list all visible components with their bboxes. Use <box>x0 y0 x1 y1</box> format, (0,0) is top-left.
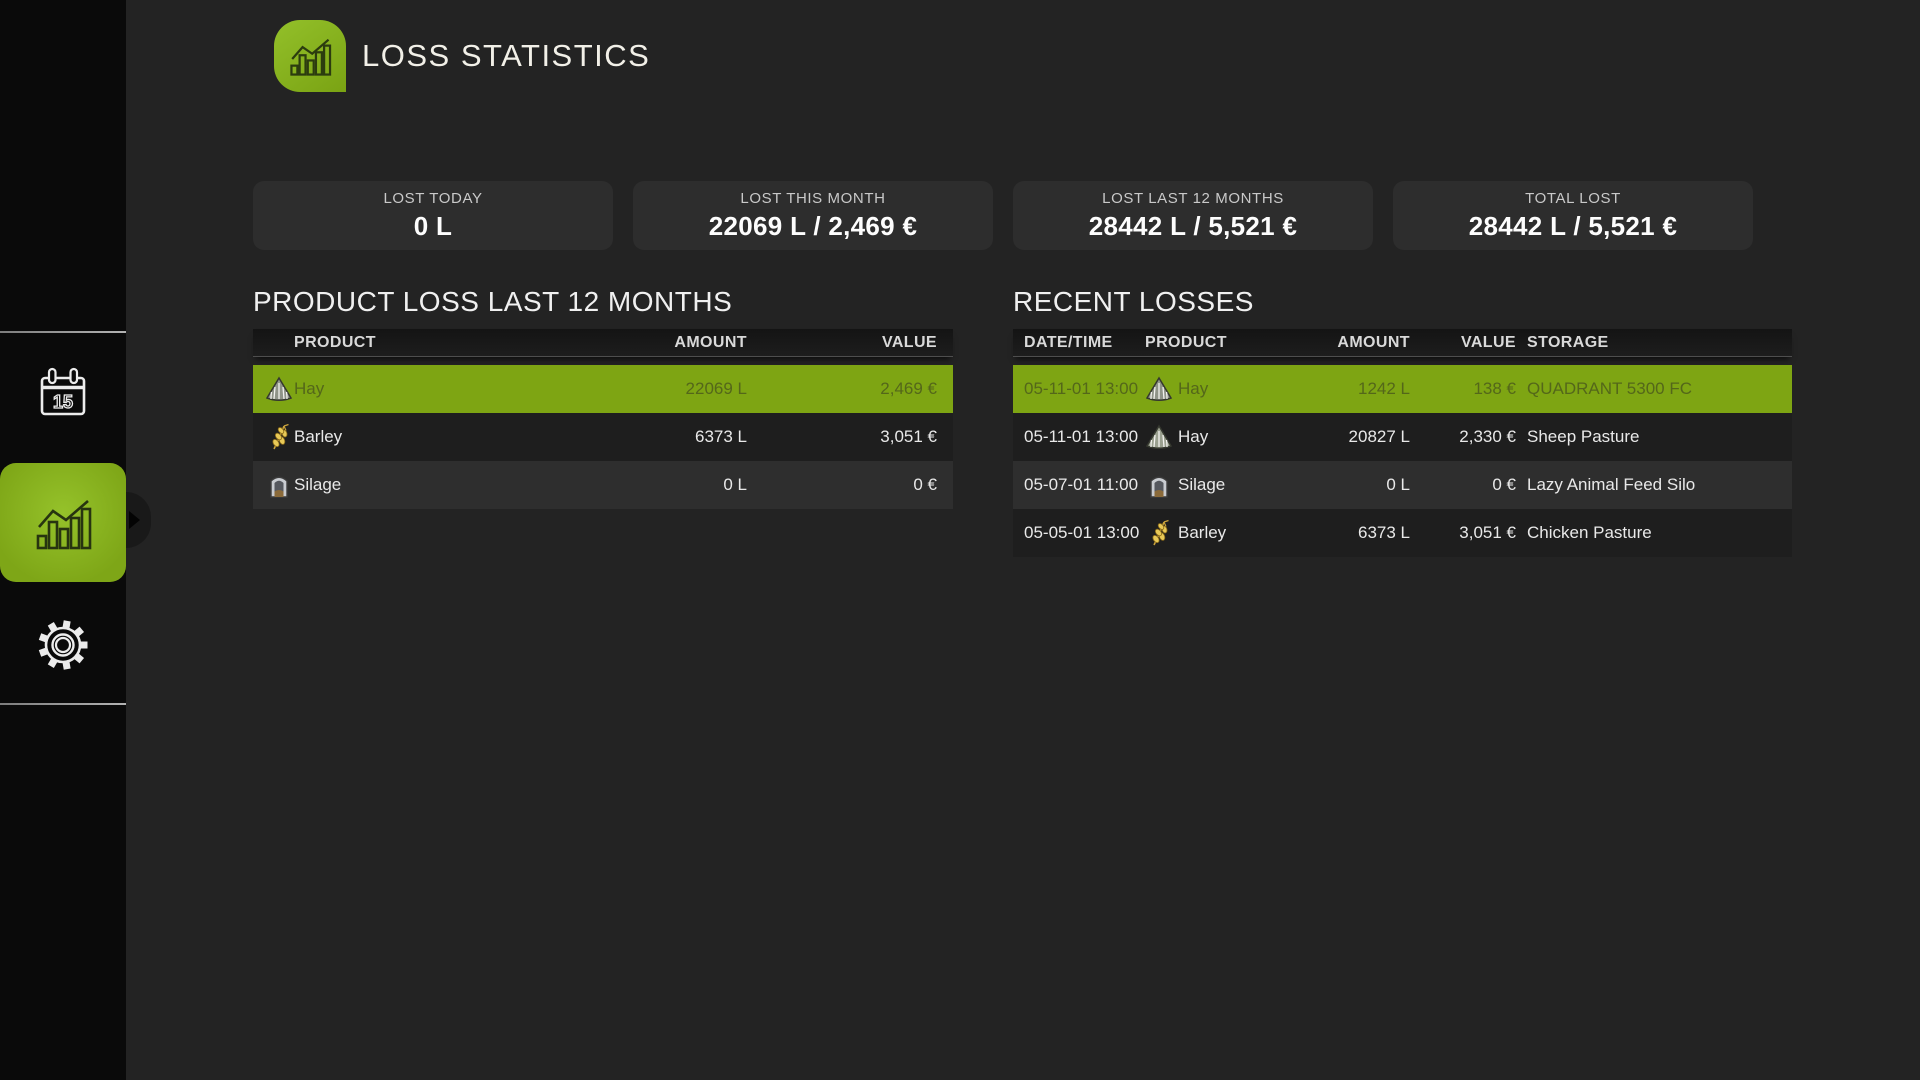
product-loss-title: PRODUCT LOSS LAST 12 MONTHS <box>253 286 733 317</box>
loss-statistics-app-icon <box>274 20 346 92</box>
cell-datetime: 05-05-01 13:00 <box>1024 523 1140 542</box>
cell-product: Barley <box>1178 523 1227 542</box>
cell-storage: Lazy Animal Feed Silo <box>1527 475 1696 494</box>
cell-product: Hay <box>1178 427 1209 446</box>
hay-icon <box>1145 423 1178 451</box>
product-loss-table-header: PRODUCT AMOUNT VALUE <box>253 329 953 357</box>
cell-amount: 6373 L <box>1358 523 1410 542</box>
stat-value: 0 L <box>413 210 453 241</box>
cell-product: Silage <box>294 475 342 494</box>
stat-value: 22069 L / 2,469 € <box>708 210 918 241</box>
cell-value: 3,051 € <box>880 427 937 446</box>
table-row-barley[interactable]: Barley 6373 L 3,051 € <box>253 413 953 461</box>
table-row-loss-4[interactable]: 05-05-01 13:00 Barley 6373 L 3,051 € Chi… <box>1013 509 1792 557</box>
cell-amount: 1242 L <box>1358 379 1410 398</box>
barley-icon <box>253 423 294 451</box>
cell-storage: QUADRANT 5300 FC <box>1527 379 1693 398</box>
recent-losses-table-header: DATE/TIME PRODUCT AMOUNT VALUE STORAGE <box>1013 329 1792 357</box>
sidebar: 15 <box>0 0 151 1080</box>
stat-card-lost-last-12-months: LOST LAST 12 MONTHS 28442 L / 5,521 € <box>1013 181 1373 250</box>
table-row-loss-3[interactable]: 05-07-01 11:00 Silage 0 L 0 € Lazy Anima… <box>1013 461 1792 509</box>
cell-product: Barley <box>294 427 343 446</box>
cell-storage: Chicken Pasture <box>1527 523 1652 542</box>
column-header-product: PRODUCT <box>294 333 376 351</box>
stat-label: TOTAL LOST <box>1525 189 1621 207</box>
sidebar-item-settings[interactable] <box>0 612 126 678</box>
table-row-loss-1[interactable]: 05-11-01 13:00 Hay 1242 L 138 € QUADRANT… <box>1013 365 1792 413</box>
cell-product: Hay <box>1178 379 1209 398</box>
stat-label: LOST TODAY <box>383 189 483 207</box>
bar-chart-trend-icon <box>287 34 333 78</box>
table-row-silage[interactable]: Silage 0 L 0 € <box>253 461 953 509</box>
gear-icon <box>34 616 92 674</box>
cell-value: 0 € <box>1492 475 1516 494</box>
page-title: LOSS STATISTICS <box>362 38 651 73</box>
sidebar-item-calendar[interactable]: 15 <box>0 360 126 426</box>
barley-icon <box>1145 519 1178 547</box>
cell-amount: 22069 L <box>685 379 747 398</box>
product-loss-panel: PRODUCT LOSS LAST 12 MONTHS PRODUCT AMOU… <box>253 285 953 509</box>
cell-datetime: 05-11-01 13:00 <box>1024 379 1139 398</box>
column-header-amount: AMOUNT <box>1337 333 1410 351</box>
column-header-value: VALUE <box>881 333 937 351</box>
recent-losses-title: RECENT LOSSES <box>1013 286 1254 317</box>
hay-icon <box>253 375 294 403</box>
stat-card-lost-today: LOST TODAY 0 L <box>253 181 613 250</box>
column-header-value: VALUE <box>1460 333 1516 351</box>
stat-label: LOST THIS MONTH <box>740 189 886 207</box>
cell-datetime: 05-11-01 13:00 <box>1024 427 1139 446</box>
hay-icon <box>1145 375 1178 403</box>
cell-product: Silage <box>1178 475 1226 494</box>
cell-datetime: 05-07-01 11:00 <box>1024 475 1139 494</box>
sidebar-item-statistics[interactable] <box>0 463 126 582</box>
cell-amount: 6373 L <box>695 427 747 446</box>
stat-card-lost-this-month: LOST THIS MONTH 22069 L / 2,469 € <box>633 181 993 250</box>
cell-amount: 0 L <box>723 475 747 494</box>
cell-amount: 0 L <box>1386 475 1410 494</box>
sidebar-divider-top <box>0 331 126 333</box>
column-header-product: PRODUCT <box>1145 333 1227 351</box>
silage-icon <box>1145 471 1178 499</box>
statistics-chart-icon <box>32 494 94 552</box>
stat-value: 28442 L / 5,521 € <box>1088 210 1298 241</box>
cell-value: 138 € <box>1473 379 1516 398</box>
column-header-datetime: DATE/TIME <box>1024 333 1113 351</box>
cell-value: 3,051 € <box>1459 523 1516 542</box>
cell-value: 0 € <box>913 475 937 494</box>
stat-label: LOST LAST 12 MONTHS <box>1102 189 1284 207</box>
cell-value: 2,469 € <box>880 379 937 398</box>
cell-amount: 20827 L <box>1348 427 1410 446</box>
silage-icon <box>253 471 294 499</box>
column-header-amount: AMOUNT <box>674 333 747 351</box>
calendar-icon: 15 <box>34 363 92 423</box>
cell-value: 2,330 € <box>1459 427 1516 446</box>
recent-losses-panel: RECENT LOSSES DATE/TIME PRODUCT AMOUNT V… <box>1013 285 1792 557</box>
stat-value: 28442 L / 5,521 € <box>1468 210 1678 241</box>
sidebar-divider-bottom <box>0 703 126 705</box>
cell-storage: Sheep Pasture <box>1527 427 1640 446</box>
table-row-hay[interactable]: Hay 22069 L 2,469 € <box>253 365 953 413</box>
selection-pointer-icon <box>126 492 151 548</box>
stat-card-total-lost: TOTAL LOST 28442 L / 5,521 € <box>1393 181 1753 250</box>
svg-text:15: 15 <box>53 392 73 412</box>
column-header-storage: STORAGE <box>1527 333 1609 351</box>
table-row-loss-2[interactable]: 05-11-01 13:00 Hay 20827 L 2,330 € Sheep… <box>1013 413 1792 461</box>
cell-product: Hay <box>294 379 325 398</box>
